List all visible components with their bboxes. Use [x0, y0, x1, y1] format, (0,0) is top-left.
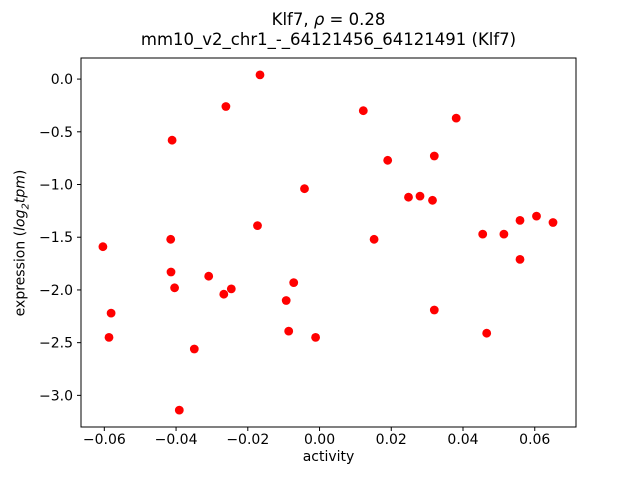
chart-subtitle: mm10_v2_chr1_-_64121456_64121491 (Klf7) — [140, 30, 517, 49]
scatter-point — [189, 344, 199, 354]
scatter-point — [515, 216, 525, 225]
x-tick-label: 0.04 — [447, 432, 478, 448]
scatter-point — [451, 113, 461, 123]
chart-title: Klf7, ρ = 0.28 — [81, 10, 576, 30]
scatter-point — [369, 234, 379, 244]
chart-title-block: Klf7, ρ = 0.28 mm10_v2_chr1_-_64121456_6… — [81, 10, 576, 50]
y-tick-label: −3.0 — [39, 388, 73, 404]
axes-frame — [80, 57, 577, 428]
y-axis-label: expression (log2tpm) — [13, 170, 32, 317]
scatter-point — [167, 135, 177, 145]
scatter-point — [170, 283, 180, 293]
scatter-point — [104, 333, 114, 342]
scatter-point — [428, 195, 437, 205]
scatter-point — [255, 70, 265, 80]
scatter-point — [166, 267, 176, 277]
scatter-point — [383, 155, 393, 165]
scatter-point — [415, 191, 425, 201]
chart-title-suffix: = 0.28 — [324, 10, 386, 29]
y-tick-label: −0.5 — [39, 125, 73, 141]
scatter-point — [221, 102, 231, 111]
scatter-point — [226, 284, 236, 294]
scatter-point — [174, 405, 184, 415]
x-axis-label: activity — [302, 449, 355, 465]
scatter-point — [499, 229, 509, 239]
scatter-point — [532, 211, 541, 221]
rho-symbol: ρ — [313, 10, 325, 29]
scatter-point — [404, 192, 413, 202]
y-label-sub: 2 — [20, 203, 32, 210]
scatter-point — [253, 221, 262, 231]
scatter-point — [289, 278, 299, 287]
scatter-point — [98, 242, 108, 252]
y-label-log: log — [12, 209, 29, 231]
scatter-point — [358, 106, 368, 116]
y-tick-label: −1.0 — [39, 178, 73, 194]
scatter-point — [219, 289, 229, 299]
y-tick-label: −1.5 — [39, 230, 73, 246]
y-tick-label: −2.5 — [39, 336, 73, 352]
scatter-point — [281, 296, 291, 305]
scatter-point — [429, 305, 439, 315]
scatter-point — [311, 333, 320, 342]
y-tick-label: 0.0 — [51, 72, 73, 88]
scatter-point — [284, 326, 294, 336]
scatter-point — [204, 271, 214, 281]
scatter-point — [548, 218, 558, 227]
y-tick-label: −2.0 — [39, 283, 73, 299]
x-tick-label: −0.02 — [226, 432, 269, 448]
y-label-suffix: ) — [12, 169, 29, 176]
x-tick-label: −0.06 — [83, 432, 126, 448]
scatter-point — [515, 255, 525, 264]
x-tick-label: 0.06 — [519, 432, 550, 448]
y-label-prefix: expression ( — [12, 230, 29, 317]
scatter-point — [166, 234, 176, 244]
chart-title-prefix: Klf7, — [271, 10, 314, 29]
scatter-point — [482, 328, 492, 338]
x-tick-label: 0.02 — [376, 432, 407, 448]
x-tick-label: 0.00 — [304, 432, 335, 448]
scatter-point — [106, 308, 116, 318]
x-tick-label: −0.04 — [155, 432, 198, 448]
y-label-tpm: tpm — [12, 175, 29, 204]
scatter-point — [300, 184, 309, 194]
scatter-point — [478, 229, 488, 239]
scatter-point — [429, 151, 439, 161]
